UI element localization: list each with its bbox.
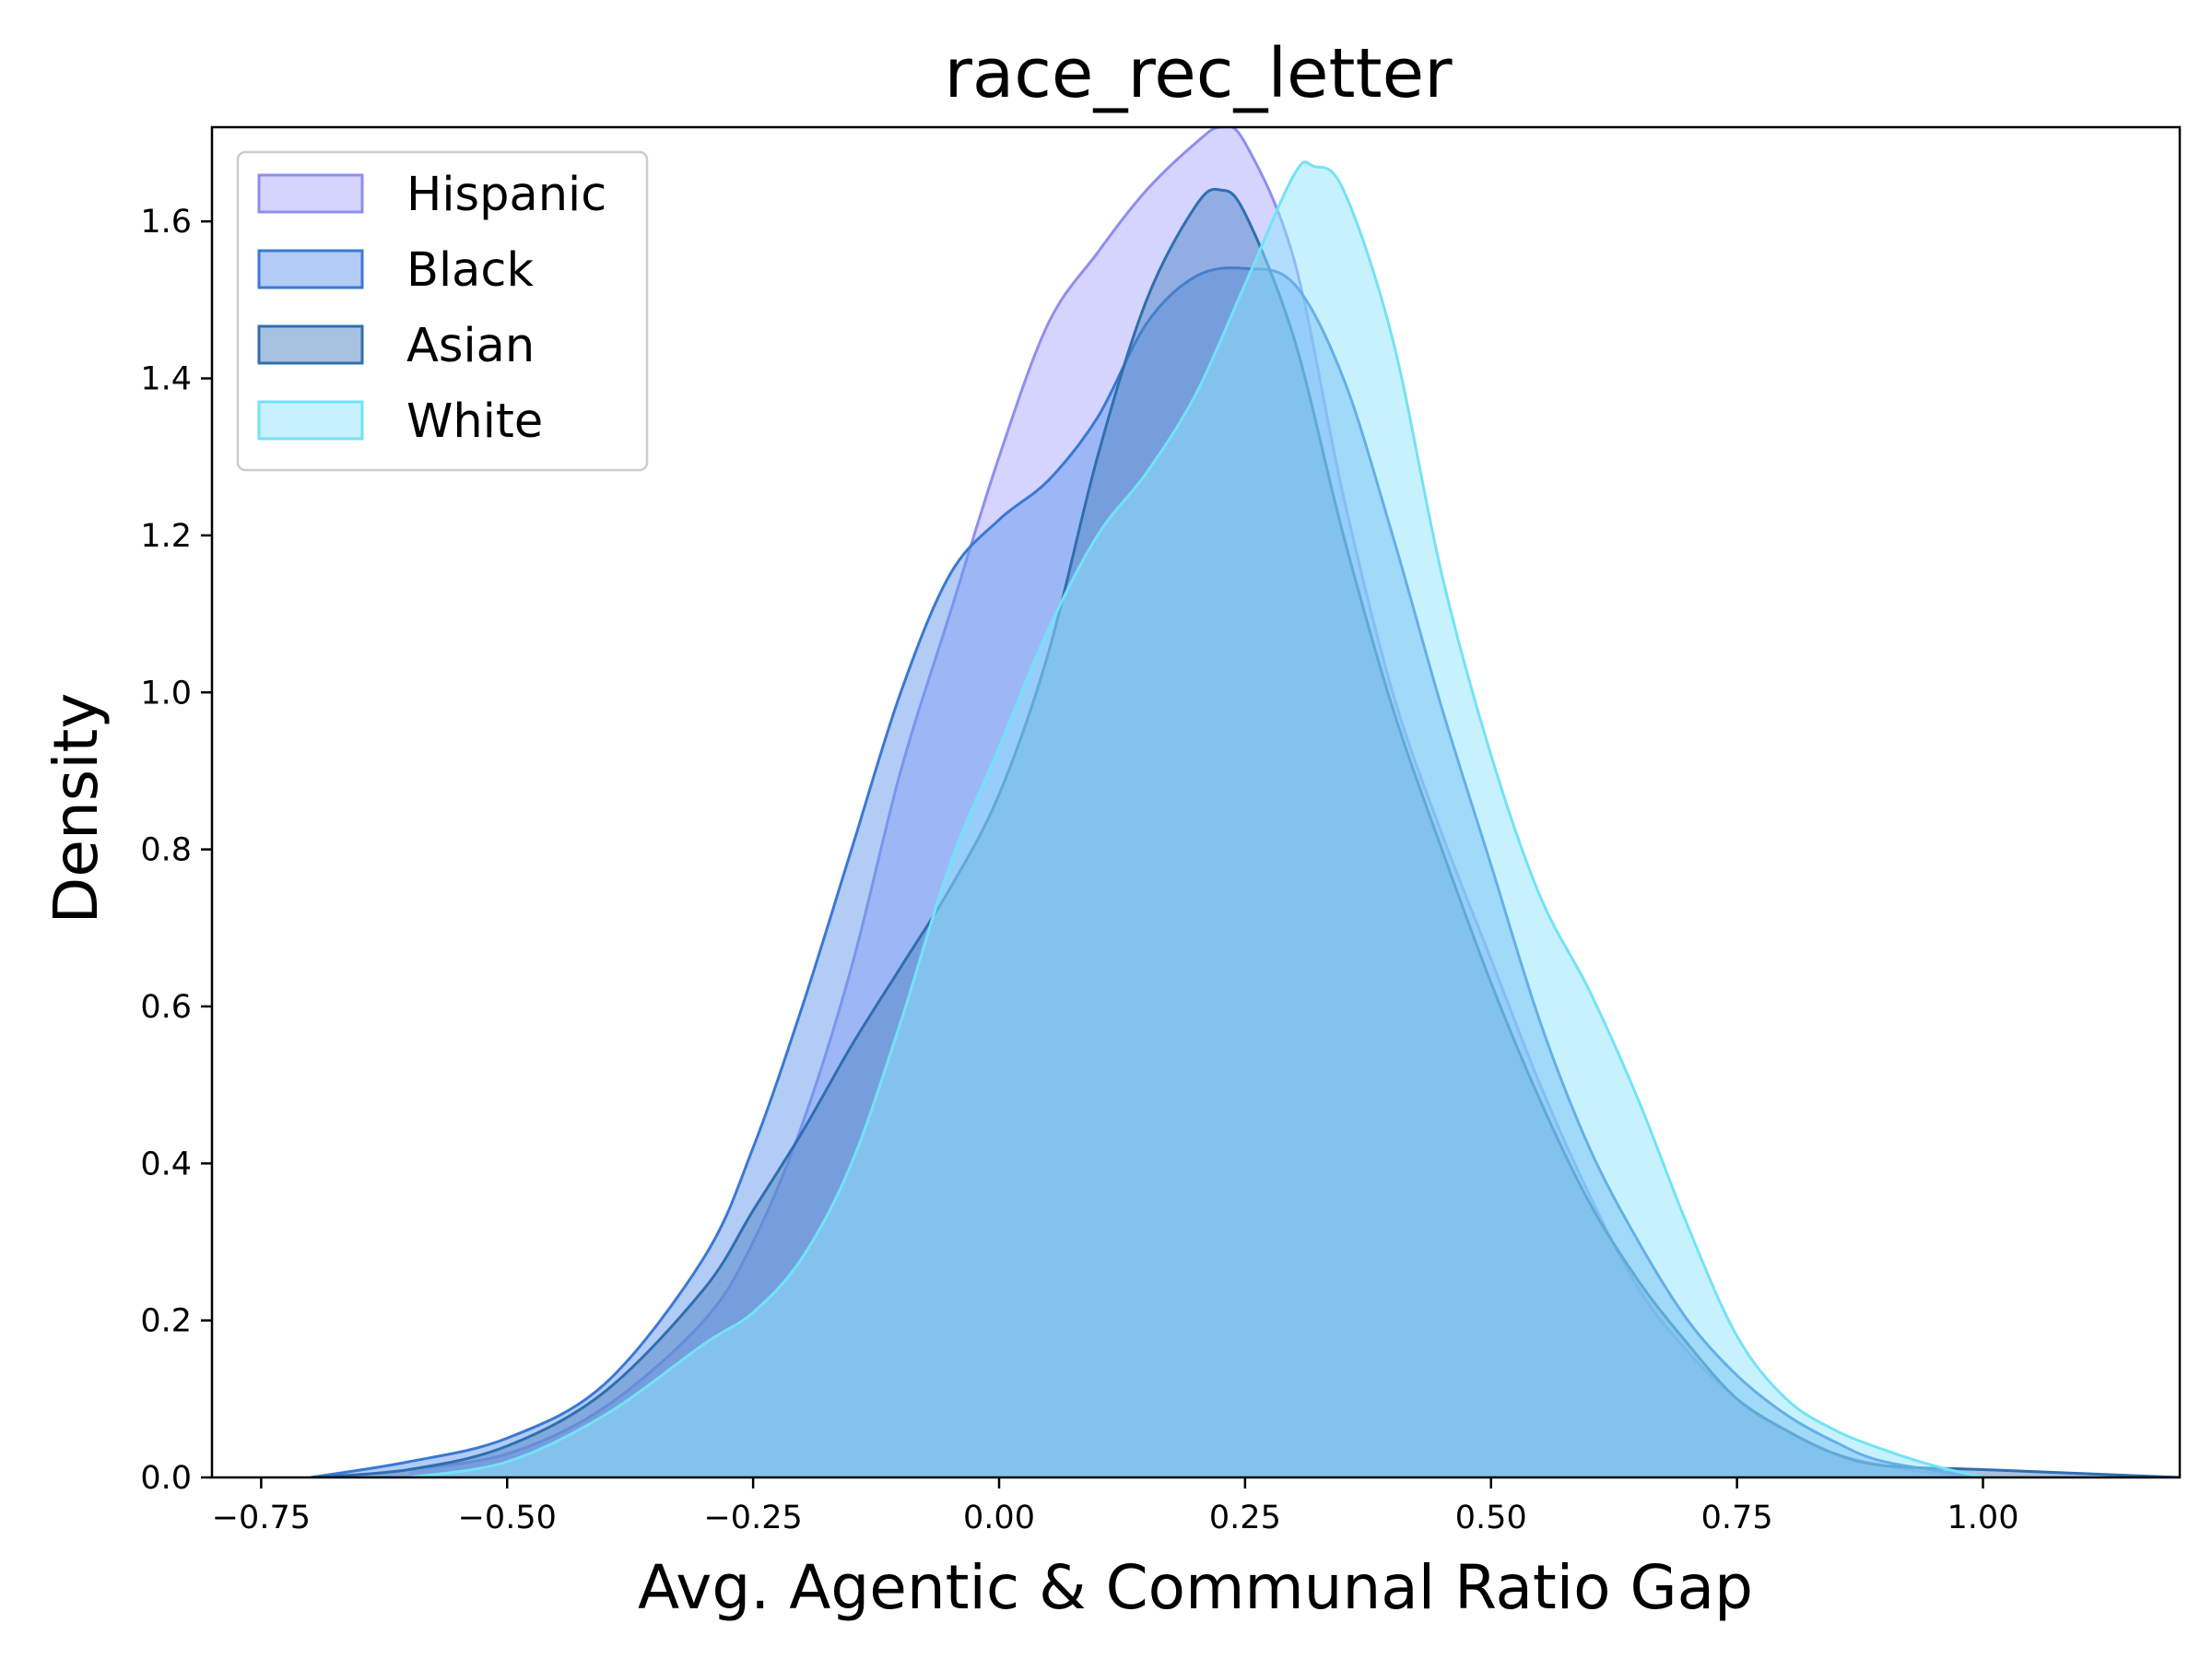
x-tick-label: 0.25 [1209,1500,1281,1536]
legend: Hispanic Black Asian White [236,150,649,472]
x-tick-label: −0.50 [458,1500,557,1536]
plot-frame [210,125,2182,1479]
legend-swatch-white [257,400,364,441]
legend-label-black: Black [406,243,534,298]
x-tick-label: 0.00 [963,1500,1035,1536]
line-white [408,160,1983,1477]
x-tick-label: 0.50 [1455,1500,1527,1536]
legend-label-hispanic: Hispanic [406,168,606,222]
x-tick-label: −0.25 [703,1500,802,1536]
legend-swatch-asian [257,324,364,365]
series-layer [310,127,2180,1477]
legend-label-asian: Asian [406,319,535,373]
y-tick-label: 0.6 [140,989,192,1026]
y-axis-label: Density [41,693,112,924]
x-tick-label: −0.75 [212,1500,311,1536]
legend-label-white: White [406,394,543,449]
x-tick-label: 0.75 [1701,1500,1773,1536]
x-axis: −0.75 −0.50 −0.25 0.00 0.25 0.50 0.75 1.00 [212,1477,2019,1536]
legend-frame [236,150,649,472]
y-tick-label: 0.8 [140,832,192,869]
x-axis-label: Avg. Agentic & Communal Ratio Gap [638,1552,1753,1623]
y-tick-label: 1.4 [140,361,192,398]
y-tick-label: 0.0 [140,1460,192,1497]
x-tick-label: 1.00 [1947,1500,2019,1536]
legend-swatch-black [257,249,364,289]
chart-title: race_rec_letter [944,34,1453,113]
y-axis: 0.0 0.2 0.4 0.6 0.8 1.0 1.2 1.4 1.6 [140,204,212,1497]
y-tick-label: 0.4 [140,1146,192,1182]
y-tick-label: 1.0 [140,675,192,712]
y-tick-label: 1.6 [140,204,192,241]
legend-swatch-hispanic [257,173,364,214]
y-tick-label: 0.2 [140,1303,192,1340]
area-white [408,161,1983,1477]
series-clip-group [310,127,2180,1477]
y-tick-label: 1.2 [140,518,192,555]
